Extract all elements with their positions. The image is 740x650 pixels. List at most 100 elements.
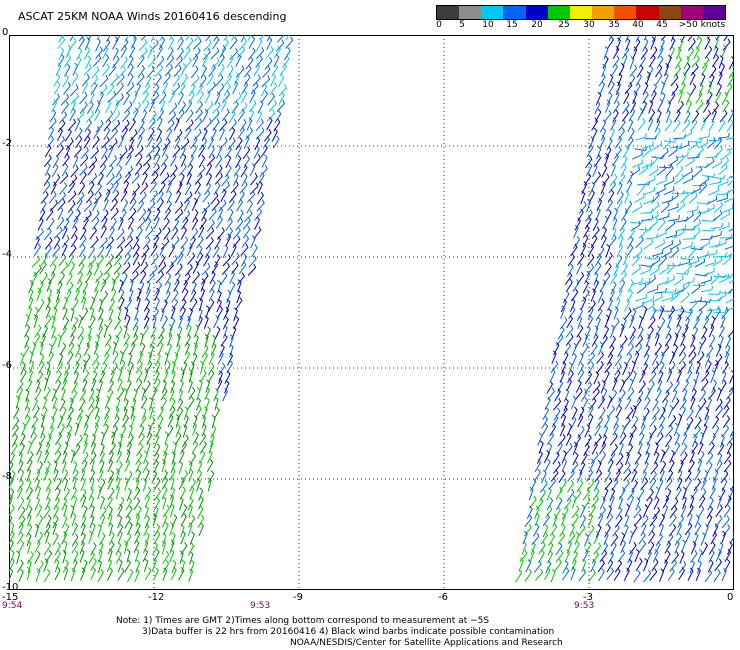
wind-barb	[9, 488, 15, 502]
wind-barb	[183, 414, 189, 428]
wind-barb	[649, 470, 658, 484]
wind-barb	[658, 317, 666, 331]
wind-barb	[107, 487, 115, 501]
wind-barb	[86, 262, 93, 276]
wind-barb	[138, 118, 145, 132]
wind-barb	[135, 505, 142, 519]
wind-barb	[655, 185, 666, 195]
wind-barb	[647, 530, 656, 544]
wind-barb	[656, 55, 664, 69]
wind-barb	[103, 343, 112, 357]
wind-barb	[216, 298, 222, 313]
wind-barb	[108, 63, 117, 77]
wind-barb	[64, 54, 72, 68]
wind-barb	[188, 478, 196, 492]
wind-barb	[194, 172, 203, 186]
wind-barb	[721, 478, 728, 492]
wind-barb	[54, 566, 61, 581]
wind-barb	[697, 441, 704, 455]
wind-barb	[167, 36, 175, 50]
wind-barb	[142, 548, 149, 563]
wind-barb	[722, 415, 731, 429]
wind-barb	[588, 513, 594, 527]
wind-barb	[603, 531, 609, 546]
wind-barb	[676, 270, 690, 275]
wind-barb	[715, 504, 723, 518]
wind-barb	[689, 138, 703, 143]
wind-barb	[243, 209, 253, 223]
wind-barb	[593, 371, 600, 385]
wind-barb	[153, 378, 161, 392]
wind-barb	[605, 198, 614, 212]
wind-barb	[658, 254, 667, 267]
wind-barb	[79, 101, 88, 114]
wind-barb	[598, 407, 606, 420]
wind-barb	[685, 477, 693, 491]
wind-barb	[202, 189, 211, 203]
wind-barb	[657, 478, 664, 492]
wind-barb	[623, 307, 632, 321]
wind-barb	[600, 234, 607, 249]
wind-barb	[729, 279, 734, 284]
wind-barb	[713, 569, 721, 582]
x-tick-label: -15	[2, 592, 19, 603]
wind-barb	[102, 63, 110, 77]
wind-barb	[55, 360, 63, 374]
wind-barb	[582, 280, 589, 294]
wind-barb	[546, 380, 554, 394]
wind-barb	[43, 542, 52, 556]
wind-barb	[67, 190, 77, 203]
wind-barb	[106, 495, 113, 509]
wind-barb	[135, 469, 142, 483]
wind-barb	[720, 470, 729, 484]
wind-barb	[38, 353, 45, 367]
wind-barb	[594, 253, 602, 267]
wind-barb	[217, 206, 224, 221]
wind-barb	[134, 548, 140, 562]
wind-barb	[97, 172, 104, 186]
wind-barb	[156, 108, 165, 122]
wind-barb	[30, 271, 38, 285]
wind-barb	[679, 405, 687, 420]
wind-barb	[628, 530, 634, 545]
wind-barb	[597, 559, 606, 573]
wind-barb	[174, 189, 182, 204]
wind-barb	[635, 557, 643, 571]
wind-barb	[135, 451, 143, 465]
wind-barb	[148, 117, 156, 130]
wind-barb	[624, 503, 630, 517]
wind-barb	[190, 298, 198, 312]
wind-barb	[178, 449, 185, 464]
wind-barb	[123, 397, 129, 412]
wind-barb	[672, 344, 679, 358]
wind-barb	[721, 567, 727, 582]
wind-barb	[43, 172, 51, 186]
wind-barb	[662, 389, 670, 403]
wind-barb	[632, 301, 644, 311]
wind-barb	[557, 379, 564, 393]
wind-barb	[609, 127, 615, 141]
wind-barb	[28, 296, 34, 310]
wind-barb	[619, 432, 627, 446]
wind-barb	[95, 270, 104, 284]
wind-barb	[577, 524, 586, 537]
wind-barb	[530, 478, 537, 492]
wind-barb	[149, 334, 156, 348]
wind-barb	[566, 378, 572, 392]
wind-barb	[82, 280, 89, 295]
wind-barb	[650, 83, 657, 97]
wind-barb	[79, 163, 88, 176]
wind-barb	[694, 257, 706, 268]
wind-barb	[570, 566, 576, 581]
wind-barb	[560, 512, 566, 527]
wind-barb	[26, 505, 33, 519]
wind-barb	[111, 119, 121, 132]
wind-barb	[136, 443, 144, 457]
wind-barb	[695, 90, 703, 104]
wind-barb	[622, 252, 629, 266]
wind-barb	[632, 159, 643, 168]
wind-barb	[542, 513, 551, 527]
wind-barb	[89, 296, 96, 310]
wind-barb	[205, 379, 211, 393]
wind-barb	[718, 273, 730, 284]
